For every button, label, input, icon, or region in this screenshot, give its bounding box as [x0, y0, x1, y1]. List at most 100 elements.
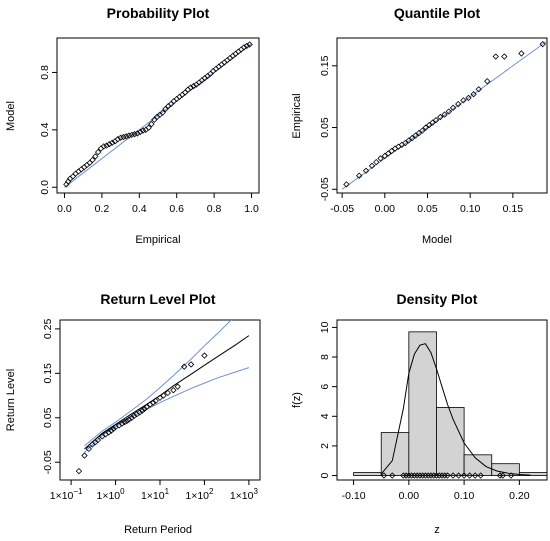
probability-plot-point: [139, 127, 147, 134]
probability-plot-x-ticks: 0.0 0.2 0.4 0.6 0.8 1.0: [57, 193, 259, 215]
return-level-plot-panel: Return Level Plot 1×10−1 1×100 1×101 1×102 1…: [5, 291, 261, 536]
return-level-plot-y-tick-label: 0.25: [42, 319, 54, 340]
return-level-plot-point: [164, 389, 171, 397]
return-level-plot-point: [136, 409, 143, 416]
probability-plot-point: [243, 42, 251, 50]
density-plot-rug-point: [425, 472, 432, 479]
density-plot-y-tick-label: 8: [319, 354, 331, 360]
density-plot-ylabel: f(z): [291, 392, 303, 408]
density-plot-rug-point: [389, 472, 396, 479]
probability-plot-point: [103, 142, 110, 149]
probability-plot-x-tick-label: 0.6: [169, 203, 184, 215]
return-level-plot-x-tick-label: 1×101: [141, 487, 170, 502]
quantile-plot-point: [437, 113, 444, 121]
quantile-plot-point: [368, 162, 376, 169]
quantile-plot-point: [455, 100, 462, 108]
return-level-plot-point: [75, 467, 83, 475]
probability-plot-frame: [56, 37, 260, 194]
quantile-plot-point: [385, 150, 392, 157]
probability-plot-xlabel: Empirical: [135, 234, 180, 246]
density-plot-rug-point: [402, 472, 410, 479]
probability-plot-point: [246, 41, 253, 48]
probability-plot-point: [109, 139, 116, 146]
return-level-plot-x-tick-label: 1×100: [97, 487, 126, 502]
quantile-plot-title: Quantile Plot: [394, 5, 481, 21]
probability-plot-point: [240, 44, 248, 51]
probability-plot-title: Probability Plot: [107, 5, 210, 21]
density-plot-bar: [408, 331, 437, 476]
quantile-plot-point: [362, 167, 370, 174]
return-level-plot-point: [123, 417, 131, 425]
quantile-plot-point: [402, 139, 409, 147]
density-plot-x-tick-label: 0.00: [399, 490, 420, 502]
return-level-plot-point: [160, 392, 167, 399]
quantile-plot-point: [429, 119, 436, 126]
probability-plot-point: [117, 134, 124, 141]
probability-plot-point: [100, 143, 107, 150]
density-plot-bar: [353, 472, 382, 476]
density-plot-x-ticks: -0.10 0.00 0.10 0.20: [342, 480, 530, 502]
return-level-plot-y-ticks: -0.05 0.05 0.15 0.25: [42, 319, 60, 474]
return-level-plot-x-tick-label: 1×10−1: [50, 487, 83, 502]
quantile-plot-point: [518, 50, 525, 57]
density-plot-rug-point: [408, 472, 415, 479]
density-plot-rug-point: [441, 472, 448, 479]
return-level-plot-point: [174, 383, 181, 390]
probability-plot-point: [187, 84, 194, 91]
probability-plot-x-tick-label: 0.4: [132, 203, 147, 215]
probability-plot-point: [131, 130, 138, 138]
density-plot-rug-point: [419, 472, 426, 479]
return-level-plot-point: [201, 352, 208, 359]
quantile-plot-point: [419, 127, 426, 134]
quantile-plot-x-tick-label: -0.05: [330, 203, 354, 215]
density-plot-rug-point: [400, 472, 407, 479]
return-level-plot-x-tick-label: 1×102: [185, 487, 214, 502]
probability-plot-point: [134, 130, 141, 137]
quantile-plot-point: [415, 129, 423, 137]
return-level-plot-point: [181, 363, 188, 370]
probability-plot-point: [120, 133, 127, 141]
density-plot-rug-point: [380, 472, 388, 479]
return-level-plot-point: [121, 419, 128, 426]
density-plot-bar: [463, 454, 493, 476]
density-plot-rug-point: [460, 472, 468, 479]
return-level-plot-point: [118, 420, 126, 427]
return-level-plot-upper-line: [84, 320, 232, 447]
density-plot-rug-point: [427, 472, 435, 479]
density-plot-rug-point: [438, 472, 446, 479]
probability-plot-point: [92, 153, 99, 160]
quantile-plot-point: [408, 134, 416, 142]
return-level-plot-point: [128, 414, 135, 421]
return-level-plot-y-tick-label: 0.15: [42, 363, 54, 384]
density-plot-rug-point: [466, 472, 473, 479]
quantile-plot-marks: [341, 40, 548, 190]
density-plot-rug-point: [455, 472, 462, 479]
quantile-plot-point: [492, 53, 499, 60]
probability-plot-point: [137, 128, 144, 136]
return-level-plot-y-tick-label: 0.05: [42, 407, 54, 428]
density-plot-y-tick-label: 0: [319, 472, 331, 478]
return-level-plot-point: [108, 427, 115, 434]
probability-plot-y-tick-label: 0.0: [39, 180, 51, 195]
quantile-plot-point: [381, 152, 388, 160]
return-level-plot-point: [94, 436, 102, 444]
return-level-plot-point: [81, 452, 88, 459]
density-plot-rug-point: [430, 472, 437, 479]
probability-plot-point: [106, 141, 113, 148]
probability-plot-point: [145, 124, 152, 131]
quantile-plot-point: [539, 41, 546, 48]
density-plot-frame: [336, 319, 548, 481]
quantile-plot-point: [388, 147, 395, 155]
density-plot-rug-point: [422, 472, 429, 479]
density-plot-marks: [353, 331, 548, 479]
quantile-plot-x-tick-label: 0.00: [375, 203, 396, 215]
return-level-plot-estimate-line: [84, 335, 250, 450]
probability-plot-point: [114, 136, 121, 143]
probability-plot-marks: [63, 41, 253, 188]
quantile-plot-point: [475, 86, 482, 93]
density-plot-x-tick-label: 0.10: [454, 490, 475, 502]
probability-plot-point: [148, 120, 155, 128]
return-level-plot-point: [187, 361, 195, 368]
probability-plot-x-tick-label: 1.0: [244, 203, 259, 215]
density-plot-rug-point: [499, 472, 506, 479]
